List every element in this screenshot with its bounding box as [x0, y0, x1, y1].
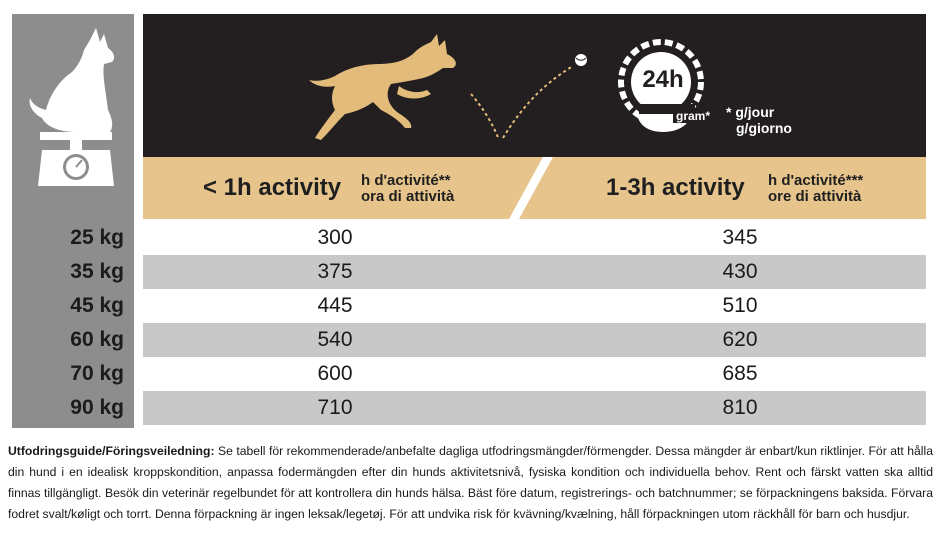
- amount-high-cell: 810: [722, 396, 758, 419]
- feeding-guide-text: Utfodringsguide/Föringsveiledning: Se ta…: [8, 441, 933, 525]
- amount-high-cell: 510: [722, 294, 758, 317]
- amount-low-cell: 540: [317, 328, 353, 351]
- running-dog-icon: [309, 34, 456, 140]
- activity-low-label: < 1h activity: [203, 174, 342, 201]
- amount-low-cell: 600: [317, 362, 353, 385]
- table-row: 375 430: [143, 255, 926, 289]
- weight-label: 25 kg: [70, 226, 124, 249]
- band-divider: [509, 157, 553, 219]
- clock-label: 24h: [642, 66, 684, 93]
- header-panel: 24h gram* * g/jour g/giorno: [143, 14, 926, 157]
- weight-column: 25 kg 35 kg 45 kg 60 kg 70 kg 90 kg: [12, 14, 134, 428]
- activity-high-label: 1-3h activity: [606, 174, 745, 201]
- activity-low-sub: h d'activité**: [361, 172, 451, 189]
- amount-high-cell: 345: [722, 226, 758, 249]
- activity-low-sub: ora di attività: [361, 188, 455, 205]
- unit-text: g/giorno: [736, 120, 792, 136]
- weight-label: 90 kg: [70, 396, 124, 419]
- bowl-label: gram*: [673, 109, 714, 123]
- table-row: 710 810: [143, 391, 926, 425]
- amount-high-cell: 620: [722, 328, 758, 351]
- activity-header-band: < 1h activity h d'activité** ora di atti…: [143, 157, 926, 219]
- amount-low-cell: 710: [317, 396, 353, 419]
- table-row: 445 510: [143, 289, 926, 323]
- table-row: 300 345: [143, 221, 926, 255]
- amount-low-cell: 445: [317, 294, 353, 317]
- feeding-guide-body: Se tabell för rekommenderade/anbefalte d…: [8, 444, 933, 521]
- amount-high-cell: 430: [722, 260, 758, 283]
- activity-high-sub: ore di attività: [768, 188, 862, 205]
- activity-high-sub: h d'activité***: [768, 172, 864, 189]
- feeding-guide-heading: Utfodringsguide/Föringsveiledning:: [8, 444, 215, 458]
- table-row: 540 620: [143, 323, 926, 357]
- amount-low-cell: 300: [317, 226, 353, 249]
- dog-on-scale-icon: [29, 28, 115, 186]
- ball-trajectory-icon: [470, 54, 587, 141]
- amount-low-cell: 375: [317, 260, 353, 283]
- weight-label: 60 kg: [70, 328, 124, 351]
- table-row: 600 685: [143, 357, 926, 391]
- unit-text: * g/jour: [726, 104, 775, 120]
- weight-label: 45 kg: [70, 294, 124, 317]
- weight-label: 35 kg: [70, 260, 124, 283]
- amount-high-cell: 685: [722, 362, 758, 385]
- clock-24h-icon: [618, 39, 704, 132]
- weight-label: 70 kg: [70, 362, 124, 385]
